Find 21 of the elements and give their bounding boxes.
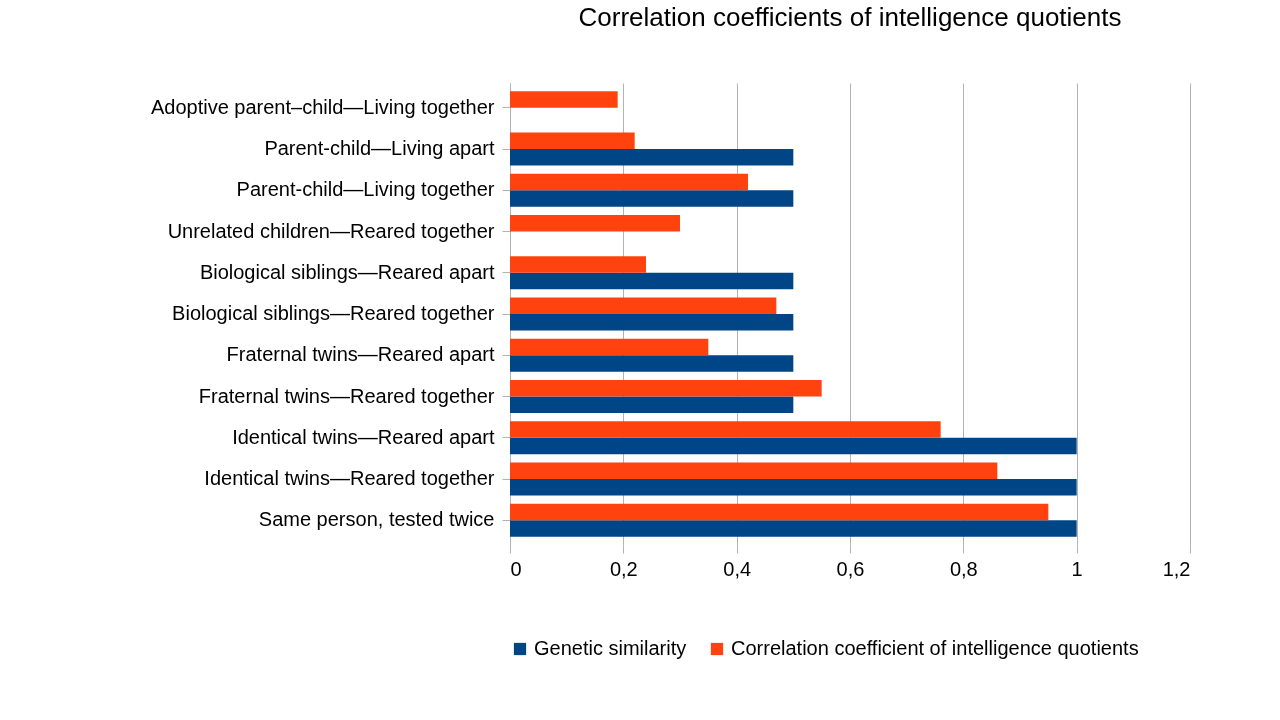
y-tick-label: Biological siblings—Reared together [172,302,495,324]
x-tick-label: 1 [1071,557,1083,580]
y-tick-label: Identical twins—Reared apart [232,425,495,448]
y-tick-label: Fraternal twins—Reared apart [226,343,495,366]
y-tick-label: Identical twins—Reared together [204,467,495,489]
y-tick-label: Parent-child—Living apart [264,137,495,159]
y-tick-label: Same person, tested twice [258,508,495,531]
legend-label: Correlation coefficient of intelligence quotients [731,637,1139,659]
legend-label: Genetic similarity [534,637,687,659]
y-tick-label: Unrelated children—Reared together [167,219,495,242]
x-tick-label: 0,4 [723,557,752,580]
chart-title: Correlation coefficients of intelligence quotients [578,2,1122,32]
x-tick-label: 0 [510,557,522,580]
x-tick-label: 1,2 [1162,557,1191,580]
y-tick-label: Adoptive parent–child—Living together [150,95,495,118]
x-tick-label: 0,2 [609,557,638,580]
y-tick-label: Parent-child—Living together [236,178,495,201]
y-tick-label: Fraternal twins—Reared together [198,384,495,407]
y-tick-label: Biological siblings—Reared apart [199,260,495,283]
x-tick-label: 0,8 [949,557,978,580]
x-tick-label: 0,6 [836,557,865,580]
